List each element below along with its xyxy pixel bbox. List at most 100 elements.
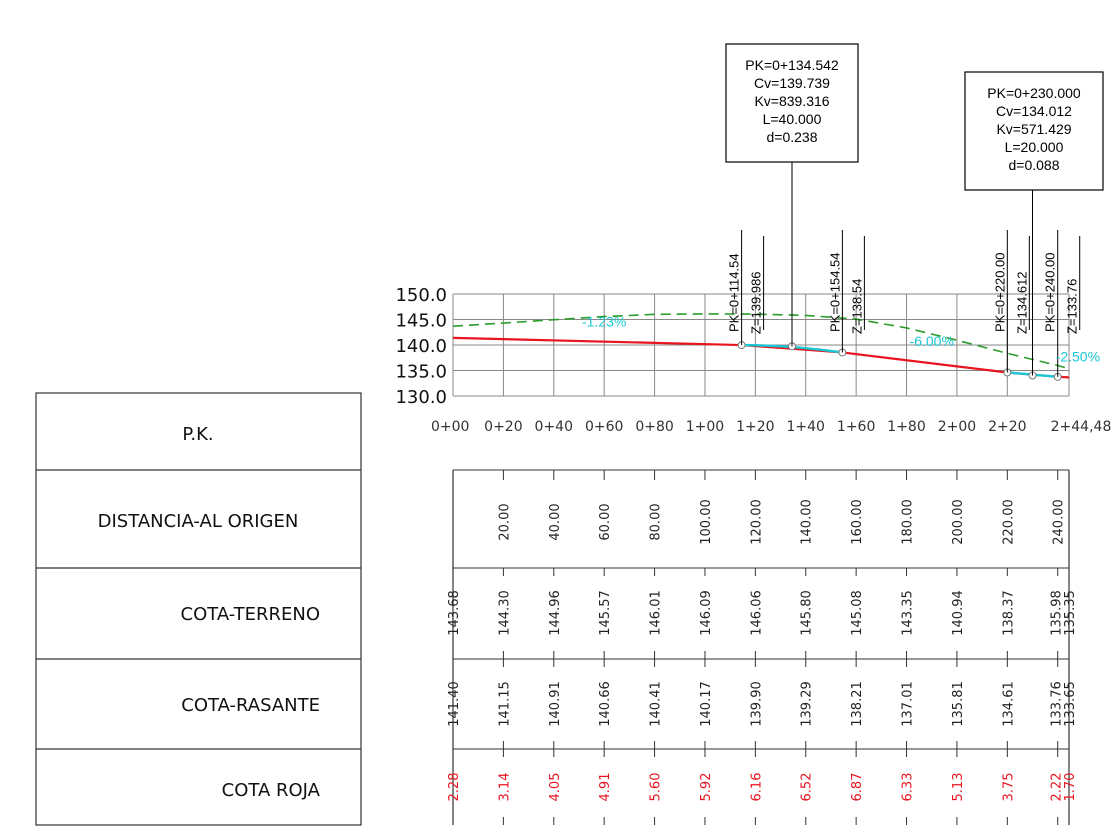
curve-point-z-label: Z=138.54 bbox=[849, 279, 864, 334]
vertex-callout-line: L=40.000 bbox=[763, 111, 822, 127]
pk-tick-label: 1+40 bbox=[787, 419, 825, 435]
cota-roja-value: 1.70 bbox=[1063, 773, 1078, 802]
cota-roja-value: 5.13 bbox=[951, 773, 966, 802]
elevation-tick-label: 135.0 bbox=[395, 362, 447, 383]
row-label-table: P.K. DISTANCIA-AL ORIGEN COTA-TERRENO CO… bbox=[35, 392, 362, 826]
curve-point-pk-label: PK=0+154.54 bbox=[827, 252, 842, 332]
vertex-callout-line: Cv=139.739 bbox=[754, 75, 830, 91]
row-label-distancia: DISTANCIA-AL ORIGEN bbox=[98, 511, 299, 532]
cota-terreno-value: 144.30 bbox=[497, 590, 512, 636]
distance-value: 200.00 bbox=[951, 499, 966, 545]
cota-terreno-value: 140.94 bbox=[951, 590, 966, 636]
distance-value: 80.00 bbox=[649, 503, 664, 540]
curve-point-pk-label: PK=0+240.00 bbox=[1043, 252, 1058, 332]
vertex-callout-line: Kv=571.429 bbox=[996, 121, 1071, 137]
cota-roja-value: 4.91 bbox=[598, 773, 613, 802]
cota-rasante-value: 134.61 bbox=[1001, 681, 1016, 727]
slope-labels: -1.23% -6.00% -2.50% bbox=[582, 314, 1100, 365]
pk-tick-label: 1+00 bbox=[686, 419, 724, 435]
pk-tick-label: 0+40 bbox=[535, 419, 573, 435]
cota-rasante-value: 140.66 bbox=[598, 681, 613, 727]
distance-value: 160.00 bbox=[850, 499, 865, 545]
curve-point-pk-label: PK=0+220.00 bbox=[992, 252, 1007, 332]
cota-rasante-value: 140.41 bbox=[649, 681, 664, 727]
row-label-pk: P.K. bbox=[182, 424, 213, 445]
curve-point-pk-label: PK=0+114.54 bbox=[727, 253, 742, 332]
pk-tick-label: 2+00 bbox=[938, 419, 976, 435]
elevation-tick-label: 150.0 bbox=[395, 285, 447, 306]
cota-rasante-value: 140.91 bbox=[548, 681, 563, 727]
cota-rasante-value: 133.76 bbox=[1050, 681, 1065, 727]
vertex-callout-box bbox=[964, 71, 1104, 191]
distance-value: 100.00 bbox=[699, 499, 714, 545]
vertex-callouts: PK=0+134.542 Cv=139.739 Kv=839.316 L=40.000… bbox=[725, 43, 1104, 376]
cota-terreno-value: 143.68 bbox=[447, 590, 462, 636]
vertex-callout-line: PK=0+230.000 bbox=[987, 85, 1081, 101]
curve-point-z-label: Z=139.986 bbox=[749, 271, 764, 334]
pk-tick-label: 1+80 bbox=[887, 419, 925, 435]
cota-roja-value: 2.28 bbox=[447, 773, 462, 802]
distance-value: 120.00 bbox=[749, 499, 764, 545]
vertex-callout-box bbox=[725, 43, 859, 163]
curve-point-annotations: PK=0+114.54 Z=139.986 PK=0+154.54 Z=138.54 P… bbox=[727, 230, 1081, 377]
cota-rasante-value: 140.17 bbox=[699, 681, 714, 727]
cota-terreno-value: 145.08 bbox=[850, 590, 865, 636]
cota-rasante-value: 135.81 bbox=[951, 681, 966, 727]
cota-rasante-value: 133.65 bbox=[1063, 681, 1078, 727]
elevation-tick-label: 145.0 bbox=[395, 311, 447, 332]
cota-rasante-value: 137.01 bbox=[901, 681, 916, 727]
cota-roja-value: 6.87 bbox=[850, 773, 865, 802]
pk-tick-label: 0+80 bbox=[635, 419, 673, 435]
vertex-callout-line: d=0.088 bbox=[1009, 157, 1060, 173]
elevation-tick-label: 130.0 bbox=[395, 387, 447, 408]
row-label-cota-roja: COTA ROJA bbox=[222, 780, 321, 801]
distance-value: 60.00 bbox=[598, 503, 613, 540]
elevation-tick-label: 140.0 bbox=[395, 336, 447, 357]
cota-terreno-value: 145.57 bbox=[598, 590, 613, 636]
vertex-callout-line: PK=0+134.542 bbox=[745, 57, 839, 73]
curve-point-z-label: Z=134.612 bbox=[1014, 271, 1029, 334]
cota-terreno-value: 138.37 bbox=[1001, 590, 1016, 636]
pk-tick-label: 0+00 bbox=[431, 419, 469, 435]
distance-value: 240.00 bbox=[1052, 499, 1067, 545]
pk-tick-label: 0+60 bbox=[585, 419, 623, 435]
elevation-axis: 150.0 145.0 140.0 135.0 130.0 bbox=[395, 285, 447, 408]
cota-terreno-value: 135.35 bbox=[1063, 590, 1078, 636]
vertex-callout-line: d=0.238 bbox=[767, 129, 818, 145]
distance-value: 140.00 bbox=[800, 499, 815, 545]
pk-tick-label: 1+20 bbox=[736, 419, 774, 435]
profile-grid bbox=[452, 293, 1070, 397]
pk-axis: 0+00 0+20 0+40 0+60 0+80 1+00 1+20 1+40 1+60 1+80… bbox=[431, 419, 1111, 435]
cota-terreno-value: 146.01 bbox=[649, 590, 664, 636]
cota-terreno-value: 145.80 bbox=[800, 590, 815, 636]
cota-roja-value: 5.92 bbox=[699, 773, 714, 802]
grade-profile-line bbox=[452, 336, 1070, 379]
row-label-cota-rasante: COTA-RASANTE bbox=[181, 695, 320, 716]
cota-terreno-value: 144.96 bbox=[548, 590, 563, 636]
cota-terreno-value: 146.06 bbox=[749, 590, 764, 636]
vertex-callout-line: L=20.000 bbox=[1005, 139, 1064, 155]
distance-value: 40.00 bbox=[548, 503, 563, 540]
distance-value: 220.00 bbox=[1001, 499, 1016, 545]
cota-roja-value: 2.22 bbox=[1050, 773, 1065, 802]
cota-rasante-value: 138.21 bbox=[850, 681, 865, 727]
cota-rasante-value: 141.15 bbox=[497, 681, 512, 727]
pk-tick-label: 1+60 bbox=[837, 419, 875, 435]
cota-roja-value: 6.33 bbox=[901, 773, 916, 802]
vertex-callout-line: Cv=134.012 bbox=[996, 103, 1072, 119]
curve-point-z-label: Z=133.76 bbox=[1065, 279, 1080, 334]
pk-tick-label: 2+44,48 bbox=[1051, 419, 1112, 435]
data-bands: 20.00 40.00 60.00 80.00 100.00 120.00 140.00 16… bbox=[447, 469, 1078, 825]
cota-roja-value: 3.75 bbox=[1001, 773, 1016, 802]
distance-value: 20.00 bbox=[497, 503, 512, 540]
slope-label: -1.23% bbox=[582, 314, 626, 330]
pk-tick-label: 0+20 bbox=[484, 419, 522, 435]
terrain-profile-line bbox=[452, 313, 1070, 370]
label-table-frame bbox=[35, 392, 362, 826]
vertical-curves bbox=[737, 341, 1062, 381]
cota-terreno-value: 146.09 bbox=[699, 590, 714, 636]
cota-roja-value: 6.52 bbox=[800, 773, 815, 802]
row-label-cota-terreno: COTA-TERRENO bbox=[181, 604, 320, 625]
cota-rasante-value: 141.40 bbox=[447, 681, 462, 727]
